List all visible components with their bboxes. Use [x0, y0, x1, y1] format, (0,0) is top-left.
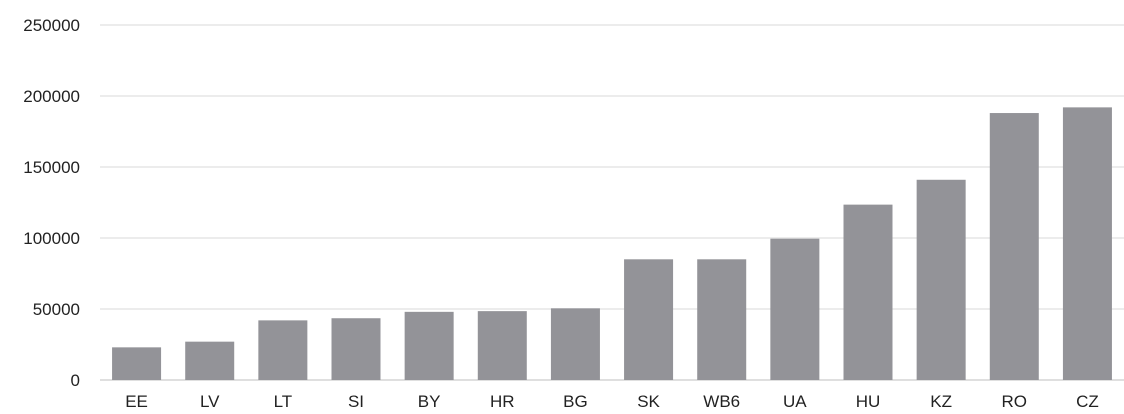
x-axis-tick-labels: EE LV LT SI BY HR BG SK WB6 UA HU KZ RO CZ — [125, 392, 1099, 411]
x-tick-label: SK — [637, 392, 660, 411]
x-tick-label: EE — [125, 392, 148, 411]
bar-ee — [112, 347, 162, 380]
bar-cz — [1062, 107, 1112, 381]
x-tick-label: UA — [783, 392, 807, 411]
bar-wb6 — [697, 259, 747, 380]
bar-by — [404, 311, 454, 380]
x-tick-label: KZ — [930, 392, 952, 411]
x-tick-label: LV — [200, 392, 220, 411]
bar-si — [331, 318, 381, 380]
x-tick-label: HU — [856, 392, 881, 411]
bar-ua — [770, 238, 820, 380]
bar-kz — [916, 179, 966, 380]
y-tick-label: 50000 — [33, 300, 80, 319]
bars — [112, 107, 1112, 381]
x-tick-label: BG — [563, 392, 588, 411]
y-tick-label: 200000 — [23, 87, 80, 106]
x-tick-label: BY — [418, 392, 441, 411]
bar-sk — [624, 259, 674, 380]
bar-ro — [989, 113, 1039, 380]
bar-hr — [477, 311, 527, 380]
x-tick-label: RO — [1002, 392, 1028, 411]
y-tick-label: 250000 — [23, 16, 80, 35]
x-tick-label: SI — [348, 392, 364, 411]
bar-bg — [550, 308, 600, 380]
x-tick-label: HR — [490, 392, 515, 411]
bar-lv — [185, 341, 235, 380]
y-tick-label: 150000 — [23, 158, 80, 177]
y-axis-tick-labels: 0 50000 100000 150000 200000 250000 — [23, 16, 80, 390]
x-tick-label: CZ — [1076, 392, 1099, 411]
x-tick-label: WB6 — [703, 392, 740, 411]
y-tick-label: 0 — [71, 371, 80, 390]
x-tick-label: LT — [274, 392, 293, 411]
y-tick-label: 100000 — [23, 229, 80, 248]
gridlines — [100, 24, 1124, 381]
bar-hu — [843, 204, 893, 380]
bar-lt — [258, 320, 308, 380]
